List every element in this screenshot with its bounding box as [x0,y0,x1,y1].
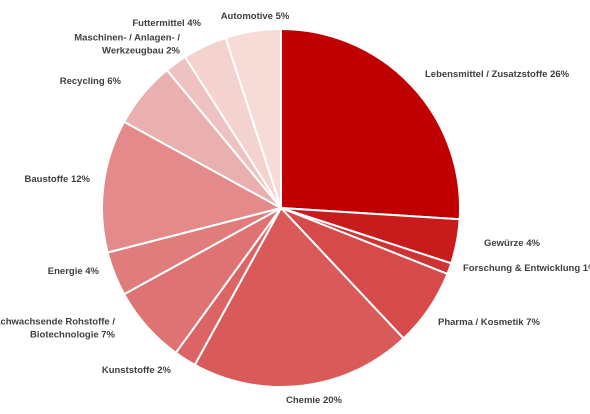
pie-slice-12 [224,28,282,209]
pie-slice-8 [101,120,282,254]
slice-label-line: Forschung & Entwicklung 1% [463,263,590,274]
slice-label-line: Recycling 6% [60,76,122,87]
slice-label-line: Futtermittel 4% [132,18,201,29]
slice-label-5: Kunststoffe 2% [102,365,172,376]
slice-label-6: Nachwachsende Rohstoffe / Biotechnologie … [0,317,116,341]
slice-labels: Lebensmittel / Zusatzstoffe 26% Gewürze 4… [0,11,590,406]
pie-slice-0 [280,28,462,221]
slice-label-line: Biotechnologie 7% [30,330,116,341]
pie-slices [101,28,462,388]
slice-label-0: Lebensmittel / Zusatzstoffe 26% [425,69,570,80]
slice-label-line: Kunststoffe 2% [102,365,172,376]
slice-label-12: Automotive 5% [221,11,290,22]
slice-label-line: Energie 4% [48,266,100,277]
slice-label-1: Gewürze 4% [484,238,541,249]
slice-label-8: Baustoffe 12% [25,174,91,185]
slice-label-10: Maschinen- / Anlagen- / Werkzeugbau 2% [74,33,180,57]
slice-label-line: Baustoffe 12% [25,174,91,185]
slice-label-line: Chemie 20% [286,395,343,406]
slice-label-9: Recycling 6% [60,76,122,87]
slice-label-line: Nachwachsende Rohstoffe / [0,317,115,328]
slice-label-7: Energie 4% [48,266,100,277]
slice-label-3: Pharma / Kosmetik 7% [438,317,540,328]
slice-label-line: Pharma / Kosmetik 7% [438,317,540,328]
slice-label-line: Automotive 5% [221,11,290,22]
slice-label-line: Werkzeugbau 2% [102,46,181,57]
slice-label-line: Maschinen- / Anlagen- / [74,33,180,44]
pie-slice-4 [193,207,405,388]
slice-label-line: Gewürze 4% [484,238,541,249]
slice-label-11: Futtermittel 4% [132,18,201,29]
slice-label-line: Lebensmittel / Zusatzstoffe 26% [425,69,570,80]
slice-label-2: Forschung & Entwicklung 1% [463,263,590,274]
slice-label-4: Chemie 20% [286,395,343,406]
